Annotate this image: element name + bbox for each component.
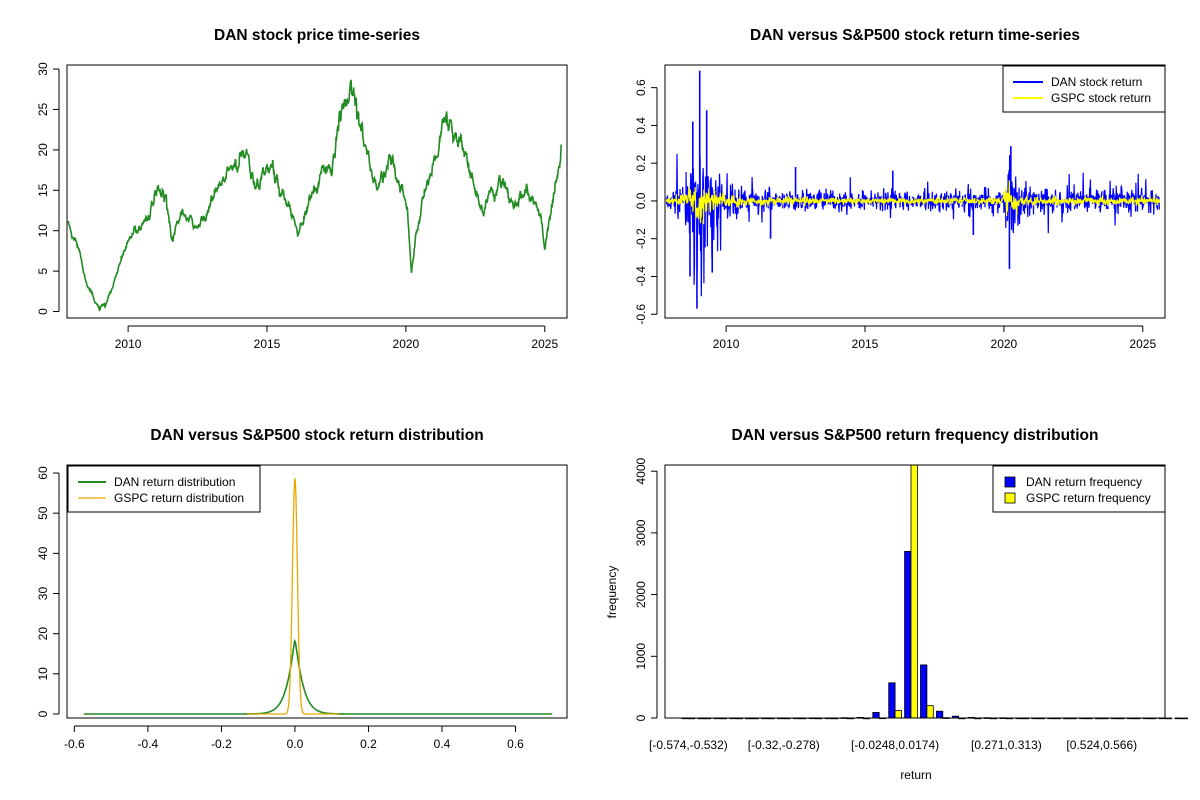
x-tick-label: 0.6 bbox=[507, 737, 524, 751]
gspc-density-line bbox=[247, 476, 340, 715]
dan-frequency-bar bbox=[920, 664, 928, 719]
y-tick-label: 20 bbox=[36, 627, 50, 641]
x-tick-label: 2020 bbox=[991, 337, 1018, 351]
legend-label: DAN return distribution bbox=[114, 475, 235, 489]
dan-frequency-bar bbox=[888, 682, 896, 719]
x-tick-label: 0.0 bbox=[287, 737, 304, 751]
y-tick-label: -0.6 bbox=[634, 304, 648, 325]
panel-freq: DAN versus S&P500 return frequency distr… bbox=[605, 427, 1189, 782]
legend-label: GSPC return frequency bbox=[1026, 491, 1151, 505]
x-tick-label: -0.4 bbox=[138, 737, 159, 751]
y-tick-label: 1000 bbox=[634, 643, 648, 670]
y-tick-label: 10 bbox=[36, 667, 50, 681]
legend: DAN stock return GSPC stock return bbox=[1002, 65, 1166, 113]
y-tick-label: -0.4 bbox=[634, 266, 648, 287]
plot-frame bbox=[664, 464, 1166, 719]
x-axis: 2010 2015 2020 2025 bbox=[115, 325, 558, 351]
y-tick-label: 25 bbox=[36, 102, 50, 116]
legend: DAN return distribution GSPC return distr… bbox=[67, 465, 261, 513]
x-tick-label: -0.6 bbox=[64, 737, 85, 751]
gspc-return-line bbox=[665, 180, 1160, 225]
x-tick-label: [0.524,0.566) bbox=[1066, 738, 1137, 752]
y-tick-label: 2000 bbox=[634, 581, 648, 608]
x-tick-label: [0.271,0.313) bbox=[971, 738, 1042, 752]
x-axis: 2010 2015 2020 2025 bbox=[713, 325, 1156, 351]
y-tick-label: 60 bbox=[36, 466, 50, 480]
x-tick-label: 2020 bbox=[393, 337, 420, 351]
x-axis-label: return bbox=[900, 768, 931, 782]
dan-frequency-bar bbox=[872, 712, 880, 719]
chart-title: DAN stock price time-series bbox=[214, 27, 420, 44]
y-tick-label: 15 bbox=[36, 183, 50, 197]
legend-box bbox=[1002, 65, 1166, 113]
y-axis: 0 10 20 30 40 50 60 bbox=[36, 466, 60, 717]
x-tick-label: 2025 bbox=[531, 337, 558, 351]
x-tick-label: 2015 bbox=[254, 337, 281, 351]
legend-label: DAN return frequency bbox=[1026, 475, 1142, 489]
chart-title: DAN versus S&P500 return frequency distr… bbox=[732, 427, 1099, 444]
gspc-frequency-bar bbox=[1180, 717, 1189, 720]
y-tick-label: 20 bbox=[36, 143, 50, 157]
legend-box bbox=[992, 465, 1166, 513]
dan-frequency-bar bbox=[1174, 717, 1182, 720]
x-tick-label: 0.4 bbox=[434, 737, 451, 751]
plot-frame bbox=[66, 64, 568, 319]
dan-return-line bbox=[665, 153, 1160, 297]
y-tick-label: 40 bbox=[36, 546, 50, 560]
y-axis-label: frequency bbox=[605, 566, 619, 619]
y-tick-label: 30 bbox=[36, 587, 50, 601]
gspc-frequency-bar bbox=[894, 710, 902, 719]
y-tick-label: 30 bbox=[36, 62, 50, 76]
y-tick-label: 0.0 bbox=[634, 192, 648, 209]
y-tick-label: 50 bbox=[36, 506, 50, 520]
y-tick-label: 4000 bbox=[634, 458, 648, 485]
gspc-frequency-bar bbox=[910, 464, 918, 719]
price-series-line bbox=[67, 79, 563, 312]
y-tick-label: 0 bbox=[634, 714, 648, 721]
chart-title: DAN versus S&P500 stock return time-seri… bbox=[750, 27, 1080, 44]
y-axis: -0.6 -0.4 -0.2 0.0 0.2 0.4 0.6 bbox=[634, 79, 658, 325]
panel-price: DAN stock price time-series0510152025302… bbox=[36, 27, 568, 351]
dan-frequency-bar bbox=[936, 710, 944, 719]
legend-swatch bbox=[1004, 476, 1016, 488]
y-axis: 0 1000 2000 3000 4000 bbox=[634, 458, 658, 721]
y-tick-label: 0 bbox=[36, 308, 50, 315]
plot-frame bbox=[664, 64, 1166, 319]
x-tick-label: [-0.574,-0.532) bbox=[649, 738, 728, 752]
x-tick-label: 0.2 bbox=[360, 737, 377, 751]
x-tick-label: -0.2 bbox=[211, 737, 232, 751]
panel-returns: DAN versus S&P500 stock return time-seri… bbox=[634, 27, 1166, 351]
y-tick-label: 0.4 bbox=[634, 117, 648, 134]
legend-swatch bbox=[1004, 492, 1016, 504]
y-tick-label: 10 bbox=[36, 224, 50, 238]
gspc-frequency-bar bbox=[926, 705, 934, 719]
x-tick-label: 2025 bbox=[1129, 337, 1156, 351]
chart-title: DAN versus S&P500 stock return distribut… bbox=[150, 427, 483, 444]
dan-frequency-bar bbox=[904, 550, 912, 719]
y-tick-label: 5 bbox=[36, 267, 50, 274]
legend-label: DAN stock return bbox=[1051, 75, 1142, 89]
dan-density-line bbox=[83, 638, 553, 715]
plot-frame bbox=[66, 464, 568, 719]
panel-density: DAN versus S&P500 stock return distribut… bbox=[36, 427, 568, 751]
legend-label: GSPC stock return bbox=[1051, 91, 1151, 105]
x-tick-label: 2010 bbox=[115, 337, 142, 351]
legend-label: GSPC return distribution bbox=[114, 491, 244, 505]
x-axis: -0.6 -0.4 -0.2 0.0 0.2 0.4 0.6 bbox=[64, 725, 524, 751]
x-tick-label: [-0.32,-0.278) bbox=[748, 738, 820, 752]
y-tick-label: -0.2 bbox=[634, 228, 648, 249]
x-tick-label: 2010 bbox=[713, 337, 740, 351]
gspc-frequency-bar bbox=[1165, 717, 1173, 720]
legend: DAN return frequency GSPC return frequenc… bbox=[992, 465, 1166, 513]
x-tick-label: [-0.0248,0.0174) bbox=[851, 738, 939, 752]
y-tick-label: 0.6 bbox=[634, 79, 648, 96]
y-tick-label: 0.2 bbox=[634, 155, 648, 172]
x-tick-label: 2015 bbox=[852, 337, 879, 351]
y-axis: 0 5 10 15 20 25 30 bbox=[36, 62, 60, 315]
legend-box bbox=[67, 465, 261, 513]
y-tick-label: 3000 bbox=[634, 519, 648, 546]
y-tick-label: 0 bbox=[36, 710, 50, 717]
